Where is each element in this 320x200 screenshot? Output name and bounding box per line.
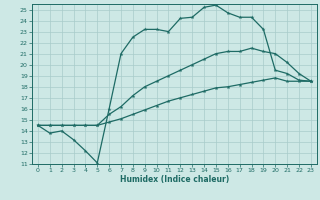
X-axis label: Humidex (Indice chaleur): Humidex (Indice chaleur) [120,175,229,184]
